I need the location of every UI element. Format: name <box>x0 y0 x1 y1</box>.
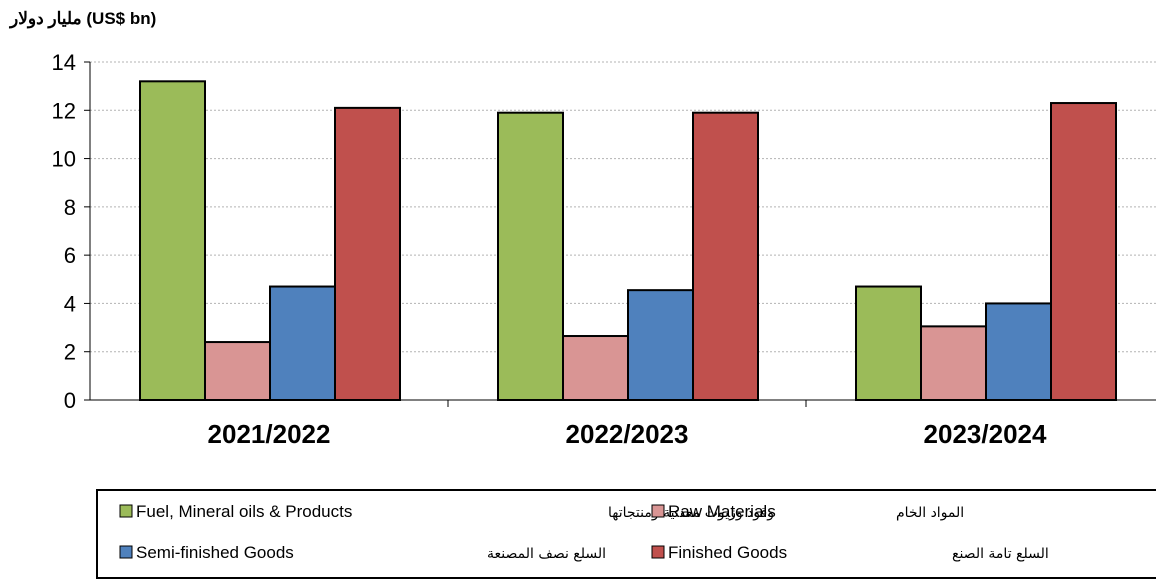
y-tick-label: 8 <box>64 195 76 220</box>
legend-entry-label: Finished Goods <box>668 543 787 562</box>
unit-label: مليار دولار (US$ bn) <box>8 9 156 29</box>
x-axis-labels: 2021/2022 2022/2023 2023/2024 <box>208 419 1047 449</box>
y-tick-label: 4 <box>64 291 76 316</box>
bar <box>562 335 629 401</box>
bar <box>1050 102 1117 402</box>
y-tick-label: 0 <box>64 388 76 413</box>
legend-swatch <box>651 545 665 559</box>
bar <box>497 111 564 401</box>
legend-entry-label-arabic: المواد الخام <box>896 505 964 521</box>
y-tick-label: 10 <box>52 147 76 172</box>
bars <box>139 80 1117 402</box>
y-axis-ticks: 0 2 4 6 8 10 12 14 <box>52 50 90 413</box>
legend-entry-label: Raw Materials <box>668 502 776 521</box>
x-tick-label: 2022/2023 <box>566 419 689 449</box>
axes <box>89 62 1156 407</box>
y-tick-label: 14 <box>52 50 76 75</box>
y-tick-label: 12 <box>52 98 76 123</box>
legend-entry-label: Fuel, Mineral oils & Products <box>136 502 352 521</box>
bar <box>692 111 759 401</box>
y-tick-label: 2 <box>64 340 76 365</box>
legend-swatch <box>651 504 665 518</box>
x-tick-label: 2021/2022 <box>208 419 331 449</box>
legend-entry-label-arabic: السلع تامة الصنع <box>952 546 1049 562</box>
x-tick-label: 2023/2024 <box>924 419 1047 449</box>
bar <box>985 302 1052 401</box>
bar <box>855 285 922 401</box>
legend: Fuel, Mineral oils & Products وقود وزيوت … <box>96 489 1156 579</box>
legend-swatch <box>119 504 133 518</box>
legend-swatch <box>119 545 133 559</box>
legend-entry-label-arabic: وقود وزيوت معدنية ومنتجاتها <box>608 505 774 521</box>
legend-box <box>96 489 1156 579</box>
bar <box>269 285 336 401</box>
legend-entry-label: Semi-finished Goods <box>136 543 294 562</box>
bar <box>139 80 206 401</box>
bar <box>920 325 987 401</box>
bar <box>627 289 694 401</box>
bar <box>204 341 271 401</box>
bar <box>334 106 401 401</box>
legend-entry-label-arabic: السلع نصف المصنعة <box>487 546 606 562</box>
y-tick-label: 6 <box>64 243 76 268</box>
